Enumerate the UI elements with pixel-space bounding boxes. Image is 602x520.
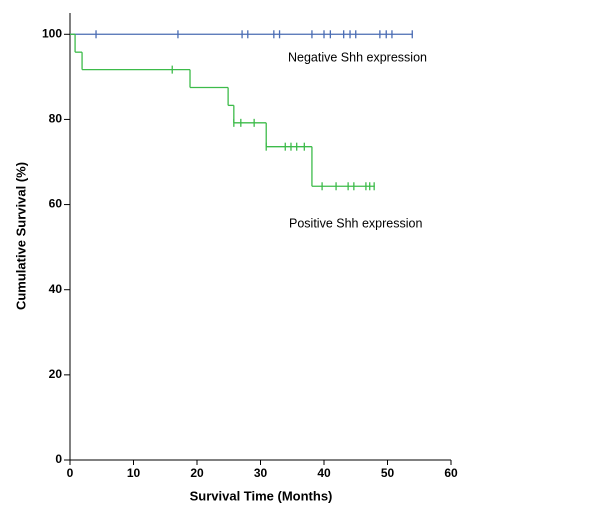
x-tick-label: 10: [127, 466, 141, 480]
y-tick-label: 0: [55, 452, 62, 466]
series-label: Negative Shh expression: [288, 50, 427, 64]
x-axis-title: Survival Time (Months): [190, 488, 333, 503]
x-tick-label: 50: [381, 466, 395, 480]
y-tick-label: 40: [49, 282, 63, 296]
y-tick-label: 60: [49, 197, 63, 211]
series-label: Positive Shh expression: [289, 216, 422, 230]
y-tick-label: 20: [49, 367, 63, 381]
x-tick-label: 20: [190, 466, 204, 480]
y-axis-title: Cumulative Survival (%): [13, 162, 28, 310]
x-tick-label: 60: [444, 466, 458, 480]
x-tick-label: 0: [67, 466, 74, 480]
y-tick-label: 80: [49, 112, 63, 126]
y-tick-label: 100: [42, 26, 62, 40]
x-tick-label: 30: [254, 466, 268, 480]
x-tick-label: 40: [317, 466, 331, 480]
